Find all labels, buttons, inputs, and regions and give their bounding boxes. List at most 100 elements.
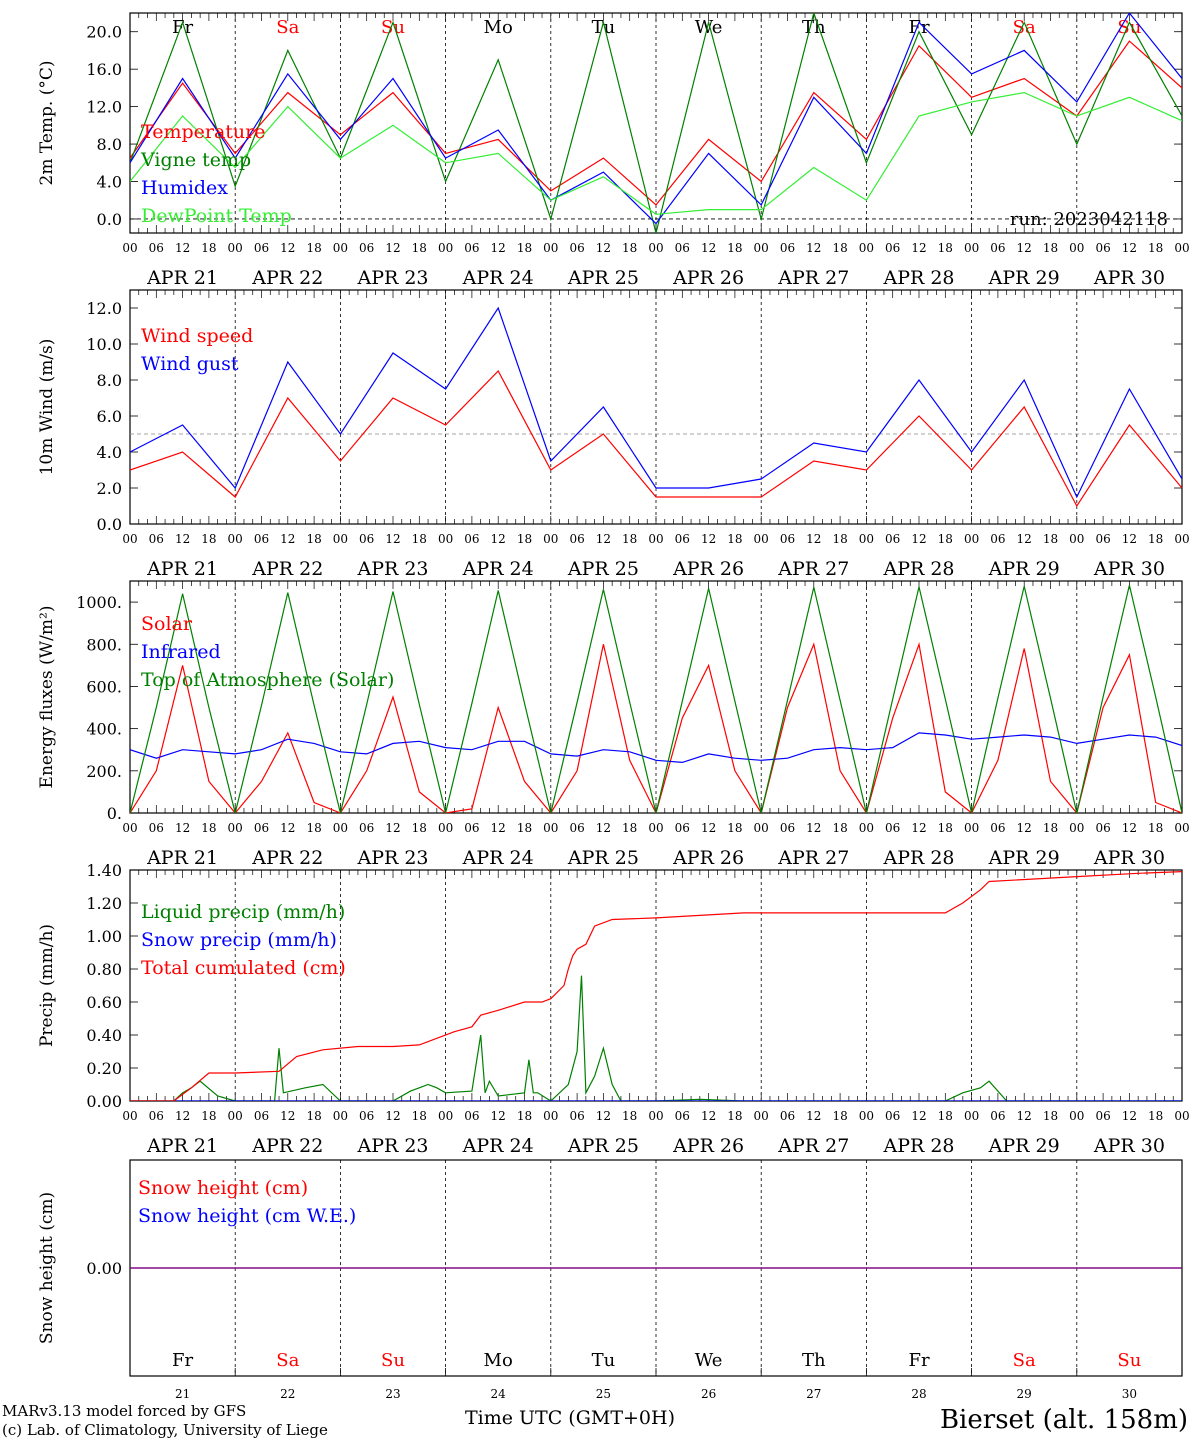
time-axis-label: Time UTC (GMT+0H): [465, 1407, 675, 1429]
hour-tick-label: 06: [780, 241, 795, 255]
hour-tick-label: 06: [990, 821, 1005, 835]
hour-tick-label: 00: [964, 241, 979, 255]
date-label: APR 29: [988, 1135, 1060, 1157]
weekday-label: Th: [802, 1350, 826, 1371]
hour-tick-label: 12: [701, 532, 716, 546]
hour-tick-label: 00: [1069, 1109, 1084, 1123]
hour-tick-label: 00: [228, 821, 243, 835]
weekday-label: Tu: [592, 1350, 616, 1371]
hour-tick-label: 00: [333, 1109, 348, 1123]
y-tick-label: 4.0: [97, 173, 122, 192]
hour-tick-label: 18: [1043, 532, 1058, 546]
hour-tick-label: 00: [1069, 821, 1084, 835]
hour-tick-label: 18: [201, 1109, 216, 1123]
hour-tick-label: 12: [806, 241, 821, 255]
hour-tick-label: 12: [385, 821, 400, 835]
legend-entry: Top of Atmosphere (Solar): [141, 669, 394, 691]
series-line-2: [130, 732, 1182, 764]
series-line-1: [130, 40, 1182, 206]
day-number-label: 25: [596, 1387, 611, 1401]
y-tick-label: 0.80: [86, 960, 122, 979]
hour-tick-label: 12: [280, 532, 295, 546]
hour-tick-label: 18: [1148, 1109, 1163, 1123]
weekday-label: We: [695, 1350, 723, 1371]
hour-tick-label: 18: [832, 1109, 847, 1123]
y-tick-label: 0.40: [86, 1026, 122, 1045]
weekday-label: Su: [1117, 1350, 1141, 1371]
hour-tick-label: 18: [938, 1109, 953, 1123]
model-credit: MARv3.13 model forced by GFS: [2, 1402, 246, 1420]
hour-tick-label: 12: [491, 1109, 506, 1123]
weekday-label: Fr: [908, 17, 929, 38]
hour-tick-label: 18: [1148, 241, 1163, 255]
hour-tick-label: 18: [938, 241, 953, 255]
hour-tick-label: 18: [938, 821, 953, 835]
y-tick-label: 1000.: [76, 593, 122, 612]
hour-tick-label: 12: [1122, 241, 1137, 255]
hour-tick-label: 18: [938, 532, 953, 546]
series-line-3: [130, 13, 1182, 225]
date-label: APR 21: [146, 267, 218, 289]
date-label: APR 24: [462, 1135, 534, 1157]
hour-tick-label: 00: [648, 241, 663, 255]
hour-tick-label: 12: [385, 1109, 400, 1123]
hour-tick-label: 18: [622, 821, 637, 835]
hour-tick-label: 12: [175, 821, 190, 835]
hour-tick-label: 12: [1017, 241, 1032, 255]
y-tick-label: 0.00: [86, 1259, 122, 1278]
hour-tick-label: 12: [1122, 1109, 1137, 1123]
legend-entry: DewPoint Temp: [141, 205, 292, 227]
hour-tick-label: 06: [675, 1109, 690, 1123]
hour-tick-label: 00: [754, 241, 769, 255]
hour-tick-label: 06: [254, 241, 269, 255]
date-label: APR 22: [251, 558, 323, 580]
hour-tick-label: 12: [806, 1109, 821, 1123]
hour-tick-label: 12: [1017, 532, 1032, 546]
y-tick-label: 0.0: [97, 515, 122, 534]
y-tick-label: 12.0: [86, 299, 122, 318]
y-tick-label: 20.0: [86, 23, 122, 42]
weekday-label: Mo: [484, 1350, 513, 1371]
date-label: APR 27: [777, 558, 849, 580]
hour-tick-label: 00: [964, 532, 979, 546]
series-line-2: [130, 306, 1182, 499]
hour-tick-label: 06: [1095, 821, 1110, 835]
hour-tick-label: 00: [964, 821, 979, 835]
hour-tick-label: 12: [1017, 821, 1032, 835]
date-label: APR 26: [672, 1135, 744, 1157]
date-label: APR 30: [1093, 267, 1165, 289]
hour-tick-label: 18: [832, 532, 847, 546]
hour-tick-label: 06: [1095, 241, 1110, 255]
hour-tick-label: 18: [201, 241, 216, 255]
panel-1: 0.0 4.0 8.0 12.0 16.0 20.0 2m Temp. (°C) 00 06 12…: [37, 12, 1190, 289]
hour-tick-label: 00: [438, 821, 453, 835]
y-tick-label: 0.00: [86, 1092, 122, 1111]
hour-tick-label: 06: [464, 821, 479, 835]
date-label: APR 21: [146, 847, 218, 869]
hour-tick-label: 06: [1095, 532, 1110, 546]
hour-tick-label: 18: [622, 532, 637, 546]
day-number-label: 27: [806, 1387, 821, 1401]
y-axis-label: 10m Wind (m/s): [37, 339, 57, 476]
weekday-label: Sa: [276, 1350, 299, 1371]
legend-entry: Humidex: [141, 177, 228, 199]
legend-entry: Wind speed: [141, 325, 253, 347]
legend-entry: Infrared: [141, 641, 221, 663]
hour-tick-label: 12: [596, 1109, 611, 1123]
day-number-label: 28: [911, 1387, 926, 1401]
y-tick-label: 1.00: [86, 927, 122, 946]
series-group: [130, 585, 1182, 813]
day-number-label: 24: [491, 1387, 507, 1401]
hour-tick-label: 00: [438, 241, 453, 255]
series-line-3: [130, 871, 1182, 1101]
hour-tick-label: 00: [1174, 532, 1189, 546]
hour-tick-label: 06: [569, 241, 584, 255]
date-label: APR 28: [882, 1135, 954, 1157]
series-line-3: [130, 585, 1182, 813]
hour-tick-label: 12: [280, 241, 295, 255]
hour-tick-label: 12: [175, 1109, 190, 1123]
legend-entry: Vigne temp: [140, 149, 251, 171]
hour-tick-label: 18: [517, 821, 532, 835]
hour-tick-label: 06: [675, 241, 690, 255]
date-label: APR 21: [146, 1135, 218, 1157]
